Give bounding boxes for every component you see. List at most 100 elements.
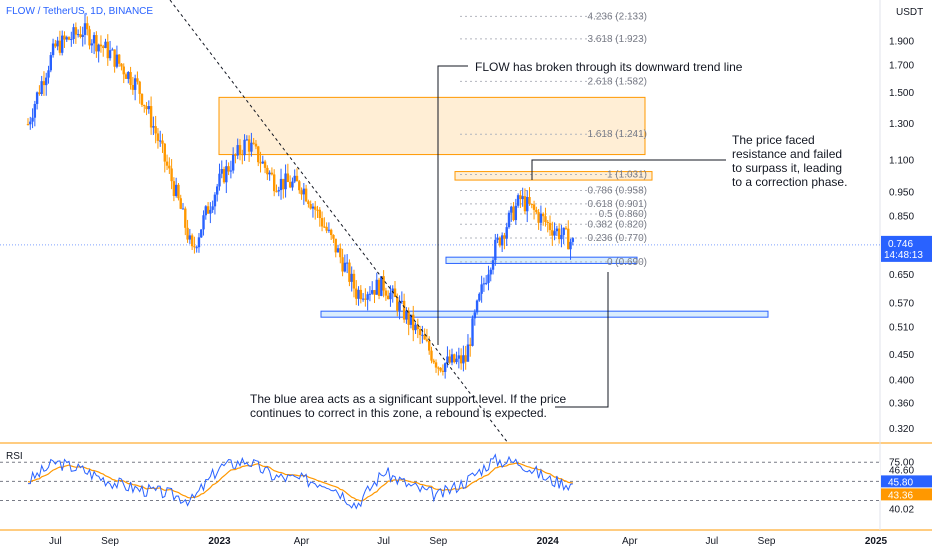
candle-body: [409, 314, 413, 325]
time-axis-label: Sep: [758, 536, 776, 547]
candle-body: [282, 178, 285, 190]
candle-body: [42, 81, 46, 86]
candle-body: [551, 230, 554, 236]
candle-body: [421, 334, 424, 336]
candle-body: [487, 274, 490, 283]
trend-line: [169, 0, 509, 444]
candle-body: [478, 293, 481, 301]
candle-body: [177, 184, 180, 199]
candle-body: [216, 186, 219, 195]
candle-body: [553, 231, 556, 236]
candle-body: [202, 215, 205, 230]
candle-body: [418, 329, 422, 336]
candle-body: [74, 27, 78, 35]
candle-body: [341, 257, 344, 272]
candle-body: [149, 106, 153, 128]
candle-body: [359, 289, 363, 300]
support-zone: [445, 256, 638, 264]
candle-body: [145, 106, 148, 110]
time-axis-label: Jul: [705, 536, 718, 547]
candle-body: [293, 175, 296, 182]
candle-body: [304, 188, 308, 202]
candle-body: [480, 284, 483, 294]
candle-body: [462, 355, 465, 364]
candle-body: [49, 55, 52, 71]
rsi-value-badge: [881, 475, 932, 488]
trendline-connector: [437, 65, 468, 345]
candle-body: [261, 161, 264, 164]
candle-body: [161, 140, 164, 144]
candle-body: [348, 262, 351, 282]
candle-body: [279, 178, 283, 191]
candle-body: [195, 247, 198, 249]
price-tick-label: 0.360: [889, 398, 914, 409]
candle-body: [514, 205, 518, 221]
candle-body: [129, 72, 132, 86]
candle-body: [115, 54, 119, 67]
candle-body: [254, 143, 258, 147]
fib-level-label: 0.382 (0.820): [588, 219, 648, 230]
candle-body: [475, 300, 479, 313]
candle-body: [266, 167, 269, 175]
candle-body: [375, 279, 378, 295]
candle-body: [172, 181, 176, 196]
candle-body: [557, 228, 561, 240]
candle-body: [377, 279, 381, 296]
candle-body: [213, 194, 217, 207]
candle-body: [455, 358, 458, 363]
candle-body: [400, 300, 404, 302]
candle-body: [250, 142, 253, 152]
candle-body: [510, 206, 513, 213]
candle-body: [416, 324, 420, 330]
candle-body: [402, 300, 406, 320]
candle-body: [503, 235, 506, 239]
fib-level-label: 3.618 (1.923): [588, 34, 648, 45]
price-tick-label: 0.850: [889, 211, 914, 222]
candle-body: [544, 216, 547, 223]
time-axis-label: 2025: [865, 536, 888, 547]
candle-body: [548, 223, 552, 231]
support-connector: [555, 272, 609, 408]
candle-body: [186, 227, 189, 240]
candle-body: [88, 29, 91, 46]
candle-body: [432, 360, 435, 363]
candle-body: [147, 106, 151, 110]
candle-body: [259, 162, 262, 164]
candle-body: [58, 40, 62, 53]
candle-body: [430, 350, 433, 361]
candle-body: [434, 362, 438, 368]
fib-level-label: 0.236 (0.770): [588, 233, 648, 244]
price-tick-label: 0.510: [889, 323, 914, 334]
candle-body: [302, 188, 306, 195]
candle-body: [329, 229, 333, 235]
candle-body: [320, 218, 324, 227]
time-axis-label: Apr: [294, 536, 310, 547]
candle-body: [443, 363, 447, 372]
candle-body: [298, 181, 301, 191]
candle-body: [83, 23, 87, 35]
candle-body: [350, 273, 353, 282]
candle-body: [99, 44, 103, 47]
rsi-tick-label: 46.60: [889, 466, 914, 477]
candle-body: [469, 344, 472, 346]
candle-body: [275, 191, 278, 193]
candle-body: [229, 170, 233, 172]
candle-body: [336, 248, 340, 253]
price-tick-label: 0.450: [889, 350, 914, 361]
candle-body: [165, 161, 169, 166]
rsi-tick-label: 75.00: [889, 457, 914, 468]
candle-body: [423, 334, 426, 340]
resistance-annotation: The price faced resistance and failed to…: [732, 133, 847, 189]
candle-body: [505, 227, 508, 239]
candle-body: [441, 370, 445, 372]
fib-top-zone: [454, 171, 653, 181]
candle-body: [76, 34, 80, 36]
candle-body: [567, 228, 570, 250]
candle-body: [384, 290, 388, 296]
candle-body: [407, 310, 410, 325]
candle-body: [26, 124, 30, 126]
candle-body: [355, 288, 358, 299]
candle-body: [512, 206, 515, 221]
